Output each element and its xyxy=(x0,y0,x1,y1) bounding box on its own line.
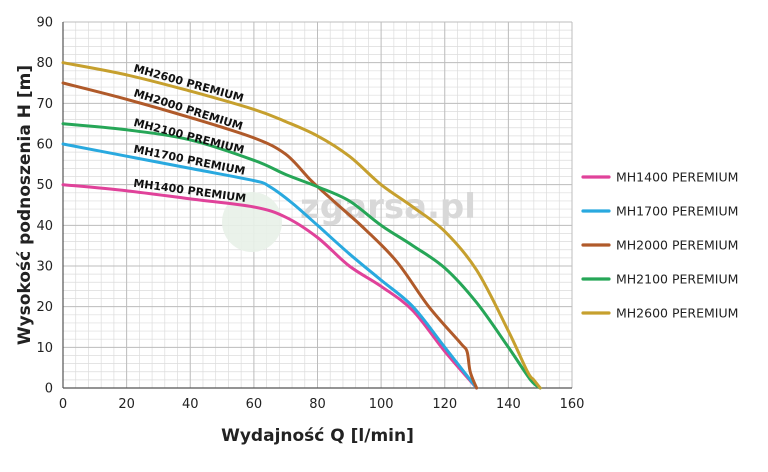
watermark-logo xyxy=(222,192,282,252)
legend-label-3: MH2000 PEREMIUM xyxy=(616,238,738,253)
series-line-5 xyxy=(61,61,542,390)
y-tick-label: 0 xyxy=(45,382,53,397)
y-tick-label: 60 xyxy=(36,138,53,153)
y-tick-label: 40 xyxy=(36,219,53,234)
series-line-1 xyxy=(61,183,479,390)
x-tick-label: 140 xyxy=(496,397,521,412)
x-tick-label: 0 xyxy=(59,397,67,412)
y-tick-label: 20 xyxy=(36,300,53,315)
watermark-text: zgarsa.pl xyxy=(300,187,476,227)
x-tick-label: 100 xyxy=(369,397,394,412)
x-tick-label: 20 xyxy=(118,397,135,412)
y-tick-label: 50 xyxy=(36,178,53,193)
x-tick-label: 40 xyxy=(182,397,199,412)
series-line-2 xyxy=(61,142,479,390)
x-tick-label: 60 xyxy=(246,397,263,412)
y-tick-label: 80 xyxy=(36,56,53,71)
y-tick-label: 10 xyxy=(36,341,53,356)
x-tick-label: 120 xyxy=(432,397,457,412)
series-line-3 xyxy=(61,81,479,390)
x-tick-label: 80 xyxy=(309,397,326,412)
y-axis-title: Wysokość podnoszenia H [m] xyxy=(15,65,35,345)
series-line-4 xyxy=(61,122,542,390)
x-axis-title: Wydajność Q [l/min] xyxy=(221,426,414,446)
legend-label-5: MH2600 PEREMIUM xyxy=(616,306,738,321)
legend-label-2: MH1700 PEREMIUM xyxy=(616,204,738,219)
x-tick-label: 160 xyxy=(560,397,585,412)
y-tick-label: 70 xyxy=(36,97,53,112)
legend-label-4: MH2100 PEREMIUM xyxy=(616,272,738,287)
y-tick-label: 30 xyxy=(36,260,53,275)
y-tick-label: 90 xyxy=(36,16,53,31)
legend-label-1: MH1400 PEREMIUM xyxy=(616,170,738,185)
